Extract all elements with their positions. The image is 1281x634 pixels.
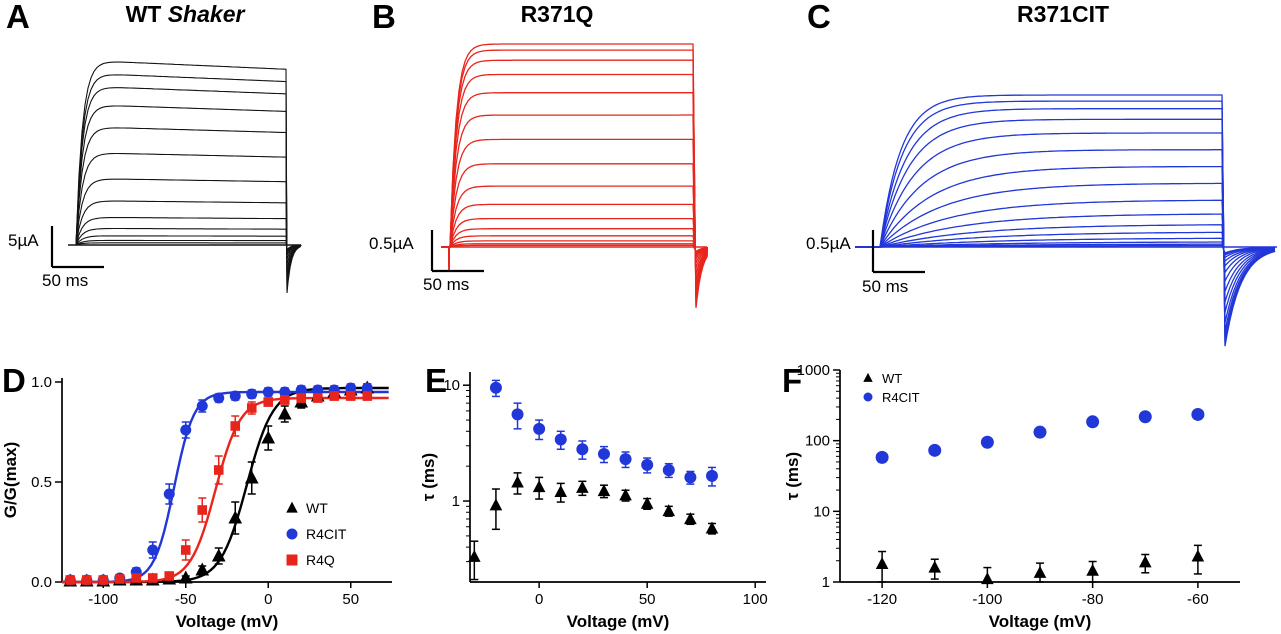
series-WT	[875, 544, 1205, 585]
svg-text:τ (ms): τ (ms)	[420, 453, 438, 501]
svg-text:WT: WT	[306, 500, 328, 516]
panel-c-label: C	[807, 0, 831, 35]
panel-f-label: F	[782, 362, 803, 399]
series-R4CIT	[875, 407, 1205, 464]
panel-a-title-prefix: WT	[125, 1, 168, 27]
trace-family	[855, 94, 1277, 347]
svg-text:1: 1	[452, 493, 460, 510]
trace-family	[441, 43, 708, 308]
scale-bars	[430, 230, 484, 273]
panel-f: -120 -100 -80 -60 1 10 100 1000 Voltage (mV) τ (m…	[780, 350, 1281, 634]
panel-a-time-scalebar-label: 50 ms	[42, 271, 89, 290]
panel-b-traces-canvas	[430, 43, 708, 308]
svg-text:10: 10	[813, 503, 830, 520]
panel-b-label: B	[372, 0, 396, 35]
panel-c-current-scalebar-label: 0.5µA	[806, 234, 851, 253]
svg-text:0.0: 0.0	[31, 574, 52, 591]
fit-curve-R4Q	[62, 396, 389, 584]
svg-text:Voltage (mV): Voltage (mV)	[989, 612, 1092, 631]
axes: -100 -50 0 50 0.0 0.5 1.0 Voltage (mV) G/G(max)	[1, 374, 392, 631]
svg-text:1.0: 1.0	[31, 374, 52, 391]
panel-c-time-scalebar-label: 50 ms	[862, 277, 909, 296]
svg-text:-120: -120	[867, 591, 897, 608]
svg-text:1: 1	[822, 574, 830, 591]
series-R4CIT	[489, 379, 718, 487]
svg-text:-80: -80	[1082, 591, 1104, 608]
svg-text:Voltage (mV): Voltage (mV)	[176, 612, 279, 631]
panel-c: C R371CIT 0.5µA 50 ms	[800, 0, 1281, 350]
axes: -120 -100 -80 -60 1 10 100 1000 Voltage (mV) τ (m…	[783, 362, 1240, 631]
svg-text:WT: WT	[882, 371, 902, 386]
svg-text:50: 50	[342, 591, 359, 608]
scale-bars	[50, 226, 104, 269]
panel-a-label: A	[6, 0, 30, 35]
svg-text:-100: -100	[972, 591, 1002, 608]
series-R4Q	[65, 391, 373, 585]
svg-text:1000: 1000	[797, 362, 830, 379]
legend: WT R4CIT R4Q	[286, 500, 347, 568]
panel-b: B R371Q 0.5µA 50 ms	[365, 0, 800, 350]
trace-family	[68, 61, 302, 293]
axes: 0 50 100 1 10 Voltage (mV) τ (ms)	[420, 372, 768, 631]
svg-text:100: 100	[805, 433, 830, 450]
fit-curve-WT	[62, 386, 389, 584]
svg-text:R4Q: R4Q	[306, 552, 335, 568]
svg-text:0: 0	[535, 591, 543, 608]
panel-d: -100 -50 0 50 0.0 0.5 1.0 Voltage (mV) G/G(max) W…	[0, 350, 420, 634]
legend: WT R4CIT	[863, 371, 920, 405]
svg-text:R4CIT: R4CIT	[882, 390, 920, 405]
svg-text:-100: -100	[88, 591, 118, 608]
panel-b-current-scalebar-label: 0.5µA	[369, 234, 414, 253]
panel-b-title: R371Q	[520, 1, 594, 27]
panel-a: A WT Shaker 5µA 50 ms	[0, 0, 365, 350]
panel-d-label: D	[2, 362, 26, 399]
series-WT	[468, 472, 719, 581]
svg-text:0.5: 0.5	[31, 474, 52, 491]
panel-e-label: E	[425, 362, 448, 399]
svg-text:τ (ms): τ (ms)	[783, 452, 802, 500]
fit-curve-R4CIT	[62, 390, 389, 584]
panel-c-title: R371CIT	[1016, 1, 1110, 27]
panel-c-traces-canvas	[855, 94, 1277, 347]
panel-a-traces-canvas	[50, 61, 302, 293]
svg-text:100: 100	[743, 591, 768, 608]
svg-text:10: 10	[443, 377, 460, 394]
panel-e-plot-canvas: 0 50 100 1 10 Voltage (mV) τ (ms)	[420, 372, 768, 631]
panel-a-title-italic: Shaker	[167, 1, 245, 27]
panel-d-plot-canvas: -100 -50 0 50 0.0 0.5 1.0 Voltage (mV) G/G(max) W…	[1, 374, 392, 631]
svg-text:R4CIT: R4CIT	[306, 526, 347, 542]
panel-e: 0 50 100 1 10 Voltage (mV) τ (ms) E	[420, 350, 780, 634]
svg-text:0: 0	[264, 591, 272, 608]
svg-text:-60: -60	[1187, 591, 1209, 608]
scale-bars	[871, 230, 925, 274]
svg-text:Voltage (mV): Voltage (mV)	[567, 612, 670, 631]
svg-text:G/G(max): G/G(max)	[1, 442, 20, 519]
panel-f-plot-canvas: -120 -100 -80 -60 1 10 100 1000 Voltage (mV) τ (m…	[783, 362, 1240, 631]
panel-a-current-scalebar-label: 5µA	[8, 231, 39, 250]
svg-text:50: 50	[639, 591, 656, 608]
panel-b-time-scalebar-label: 50 ms	[423, 275, 470, 294]
svg-text:-50: -50	[175, 591, 197, 608]
panel-a-title: WT Shaker	[126, 1, 245, 28]
